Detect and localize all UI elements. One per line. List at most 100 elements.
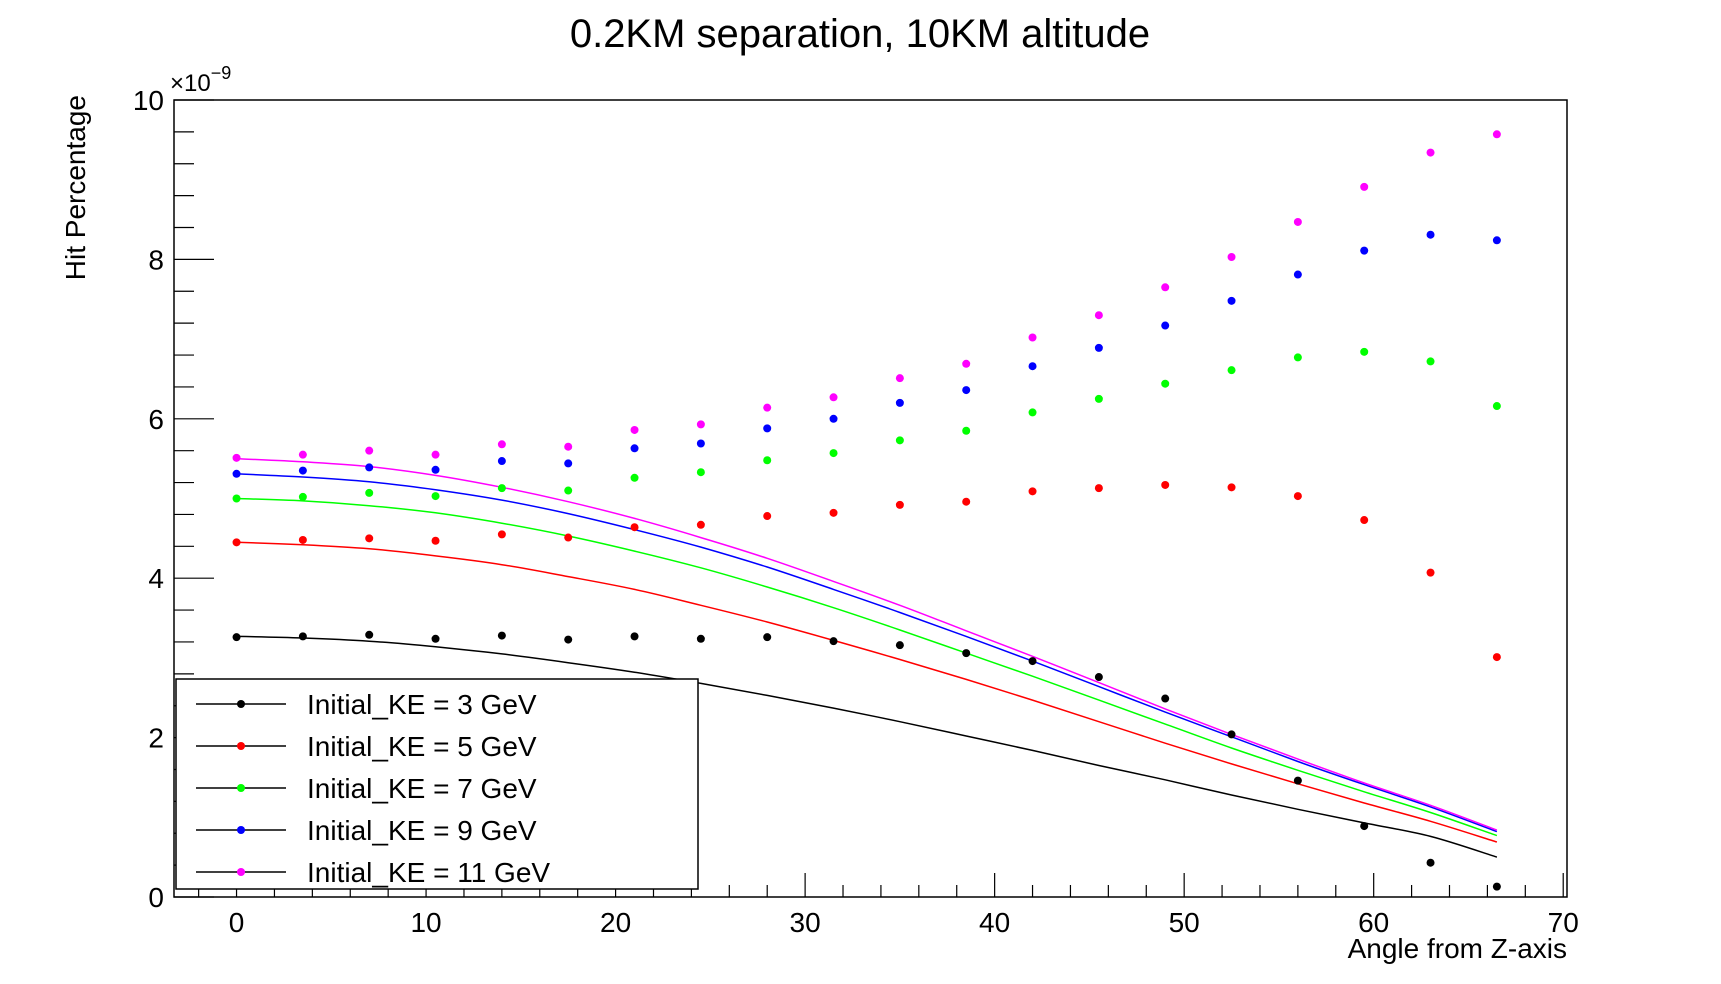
data-point-series-5	[1360, 182, 1369, 191]
data-point-series-2	[1426, 568, 1435, 577]
x-tick-label: 30	[790, 907, 821, 938]
data-point-series-4	[564, 459, 573, 468]
data-point-series-4	[1094, 343, 1103, 352]
data-point-series-2	[1161, 480, 1170, 489]
data-point-series-5	[962, 359, 971, 368]
x-tick-label: 70	[1548, 907, 1579, 938]
data-point-series-5	[1227, 253, 1236, 262]
y-tick-label: 6	[148, 404, 164, 435]
data-point-series-3	[232, 494, 241, 503]
data-point-series-3	[696, 468, 705, 477]
axes: 0 10 20 30 40 50 60 70 0 2 4 6 8 10	[133, 85, 1579, 938]
y-exponent-power: −9	[211, 63, 232, 83]
data-point-series-4	[298, 466, 307, 475]
fit-curve-series-2	[236, 541, 1498, 843]
y-axis-label: Hit Percentage	[60, 95, 91, 280]
data-point-series-5	[1293, 217, 1302, 226]
data-points	[232, 130, 1501, 891]
data-point-series-2	[1492, 653, 1501, 662]
legend-label: Initial_KE = 9 GeV	[307, 815, 537, 846]
fit-curve-series-5	[236, 457, 1498, 831]
x-tick-label: 20	[600, 907, 631, 938]
data-point-series-5	[630, 425, 639, 434]
x-tick-label: 60	[1358, 907, 1389, 938]
data-point-series-4	[232, 469, 241, 478]
data-point-series-1	[1426, 858, 1435, 867]
data-point-series-2	[232, 538, 241, 547]
data-point-series-4	[431, 465, 440, 474]
data-point-series-2	[497, 530, 506, 539]
fit-curve-series-4	[236, 473, 1498, 833]
data-point-series-3	[1094, 394, 1103, 403]
fit-curves	[236, 457, 1498, 858]
x-tick-label: 50	[1169, 907, 1200, 938]
data-point-series-4	[497, 457, 506, 466]
data-point-series-5	[497, 440, 506, 449]
x-tick-label: 10	[410, 907, 441, 938]
legend-box	[175, 678, 699, 890]
y-tick-label: 0	[148, 882, 164, 913]
data-point-series-4	[1360, 246, 1369, 255]
data-point-series-5	[1426, 148, 1435, 157]
data-point-series-1	[1492, 882, 1501, 891]
data-point-series-2	[1293, 492, 1302, 501]
y-tick-label: 2	[148, 723, 164, 754]
data-point-series-1	[1293, 776, 1302, 785]
data-point-series-3	[829, 449, 838, 458]
chart-title: 0.2KM separation, 10KM altitude	[570, 12, 1150, 56]
legend-marker	[237, 868, 245, 876]
data-point-series-5	[1094, 311, 1103, 320]
legend-label: Initial_KE = 7 GeV	[307, 773, 537, 804]
y-exponent-label: ×10−9	[170, 63, 231, 97]
data-point-series-1	[763, 633, 772, 642]
data-point-series-1	[1028, 657, 1037, 666]
data-point-series-5	[431, 450, 440, 459]
data-point-series-1	[1360, 822, 1369, 831]
data-point-series-2	[298, 535, 307, 544]
y-tick-label: 8	[148, 244, 164, 275]
data-point-series-2	[630, 523, 639, 532]
data-point-series-1	[564, 635, 573, 644]
plot-frame	[173, 99, 1568, 898]
data-point-series-3	[497, 484, 506, 493]
data-point-series-5	[763, 403, 772, 412]
data-point-series-3	[365, 488, 374, 497]
data-point-series-3	[1360, 347, 1369, 356]
y-tick-label: 4	[148, 563, 164, 594]
data-point-series-3	[298, 492, 307, 501]
data-point-series-4	[1028, 362, 1037, 371]
data-point-series-3	[1426, 357, 1435, 366]
data-point-series-4	[365, 463, 374, 472]
legend-marker	[237, 784, 245, 792]
data-point-series-2	[763, 512, 772, 521]
data-point-series-2	[1028, 487, 1037, 496]
legend: Initial_KE = 3 GeV Initial_KE = 5 GeV Init…	[175, 678, 699, 890]
x-axis-label: Angle from Z-axis	[1348, 933, 1567, 964]
data-point-series-2	[829, 508, 838, 517]
data-point-series-4	[1227, 296, 1236, 305]
data-point-series-4	[630, 444, 639, 453]
data-point-series-3	[1227, 366, 1236, 375]
data-point-series-2	[365, 534, 374, 543]
data-point-series-4	[829, 414, 838, 423]
fit-curve-series-3	[236, 497, 1498, 837]
data-point-series-4	[696, 439, 705, 448]
data-point-series-3	[431, 492, 440, 501]
data-point-series-3	[630, 473, 639, 482]
data-point-series-2	[1360, 516, 1369, 525]
data-point-series-3	[1028, 408, 1037, 417]
data-point-series-3	[1293, 353, 1302, 362]
fit-curve-series-1	[236, 635, 1498, 858]
data-point-series-3	[564, 486, 573, 495]
data-point-series-4	[763, 424, 772, 433]
data-point-series-1	[1161, 694, 1170, 703]
data-point-series-2	[895, 500, 904, 509]
data-point-series-4	[1161, 321, 1170, 330]
legend-label: Initial_KE = 3 GeV	[307, 689, 537, 720]
data-point-series-3	[962, 426, 971, 435]
data-point-series-3	[895, 436, 904, 445]
data-point-series-1	[365, 630, 374, 639]
y-tick-label: 10	[133, 85, 164, 116]
data-point-series-1	[962, 649, 971, 658]
